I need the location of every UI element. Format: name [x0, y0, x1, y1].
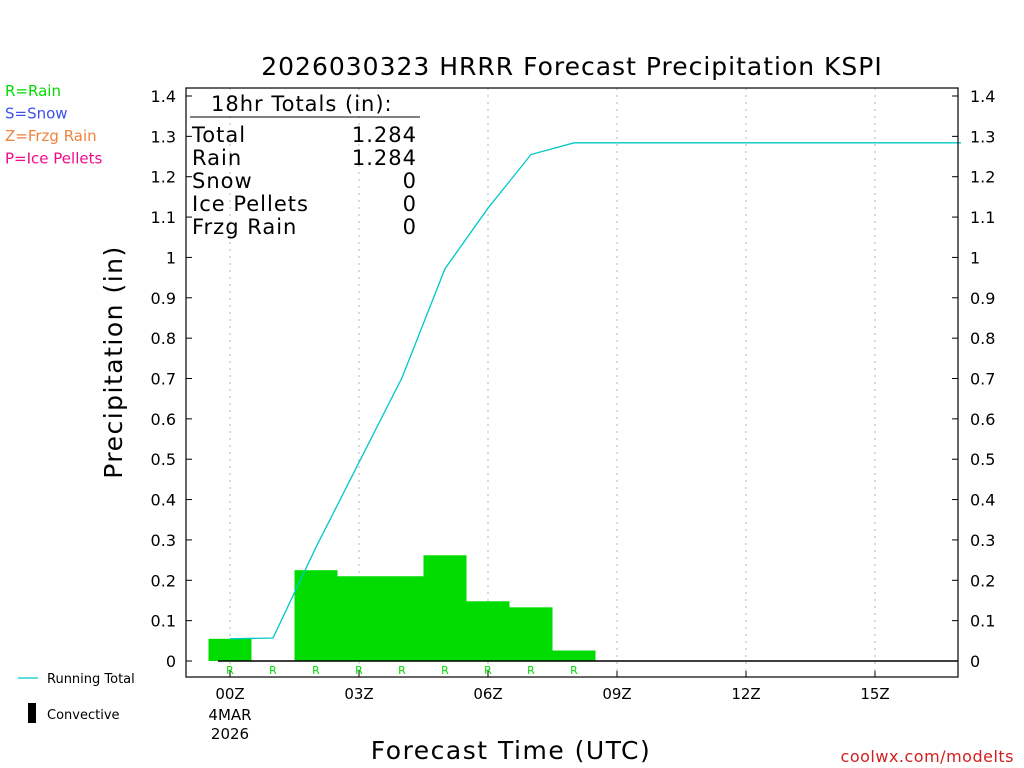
- totals-row-value: 1.284: [352, 146, 417, 170]
- type-code-label: R: [269, 664, 277, 677]
- totals-heading: 18hr Totals (in):: [211, 92, 393, 116]
- y-tick-label-right: 1.3: [970, 127, 995, 146]
- x-tick-label: 09Z: [602, 685, 631, 703]
- type-code-label: R: [441, 664, 449, 677]
- y-tick-label-left: 0.1: [151, 612, 176, 631]
- convective-legend-swatch: [28, 703, 36, 723]
- totals-row-label: Total: [191, 123, 246, 147]
- y-tick-label-left: 1.3: [151, 127, 176, 146]
- x-tick-label: 12Z: [731, 685, 760, 703]
- precip-bar: [380, 576, 424, 661]
- plot-frame: [185, 87, 959, 678]
- type-code-label: R: [398, 664, 406, 677]
- totals-row-value: 0: [403, 215, 417, 239]
- y-tick-label-left: 0.2: [151, 571, 176, 590]
- precip-bar: [337, 576, 381, 661]
- totals-row-label: Ice Pellets: [192, 192, 309, 216]
- precip-bar: [423, 555, 467, 661]
- x-axis-label: Forecast Time (UTC): [371, 736, 651, 765]
- type-code-label: R: [226, 664, 234, 677]
- y-tick-label-right: 0.1: [970, 612, 995, 631]
- y-tick-label-left: 0.9: [151, 289, 176, 308]
- y-tick-label-left: 1.4: [151, 87, 176, 106]
- running-total-line: [229, 142, 961, 640]
- running-total-legend-label: Running Total: [47, 672, 135, 687]
- y-tick-label-left: 1.1: [151, 208, 176, 227]
- type-code-label: R: [527, 664, 535, 677]
- totals-row-value: 0: [403, 192, 417, 216]
- type-legend-item: R=Rain: [5, 82, 61, 100]
- x-tick-year: 2026: [211, 725, 249, 743]
- x-tick-label: 15Z: [860, 685, 889, 703]
- y-tick-label-right: 0.2: [970, 571, 995, 590]
- totals-row-label: Frzg Rain: [192, 215, 297, 239]
- totals-row-label: Rain: [192, 146, 242, 170]
- y-tick-label-right: 0.5: [970, 450, 995, 469]
- precip-bar: [552, 650, 596, 661]
- totals-row-label: Snow: [192, 169, 253, 193]
- credit-text: coolwx.com/modelts: [841, 747, 1014, 766]
- y-tick-label-left: 0.8: [151, 329, 176, 348]
- precip-bar: [466, 601, 510, 661]
- x-tick-label: 03Z: [344, 685, 373, 703]
- y-tick-label-right: 0.4: [970, 491, 995, 510]
- y-tick-label-right: 1: [970, 248, 980, 267]
- y-tick-label-right: 0.7: [970, 370, 995, 389]
- y-tick-label-right: 0.8: [970, 329, 995, 348]
- type-code-label: R: [355, 664, 363, 677]
- y-tick-label-left: 1: [166, 248, 176, 267]
- x-tick-label: 06Z: [473, 685, 502, 703]
- precip-bar: [509, 607, 553, 661]
- y-tick-label-left: 0.4: [151, 491, 176, 510]
- y-tick-label-right: 0.9: [970, 289, 995, 308]
- y-axis-label: Precipitation (in): [99, 245, 128, 479]
- y-tick-label-left: 0.6: [151, 410, 176, 429]
- type-legend-item: P=Ice Pellets: [5, 150, 102, 168]
- y-tick-label-right: 0.6: [970, 410, 995, 429]
- y-tick-label-right: 0.3: [970, 531, 995, 550]
- y-tick-label-right: 1.2: [970, 168, 995, 187]
- y-tick-label-left: 0.3: [151, 531, 176, 550]
- precip-bar: [294, 570, 338, 661]
- convective-legend-label: Convective: [47, 708, 120, 723]
- x-tick-label: 00Z: [215, 685, 244, 703]
- y-tick-label-left: 0.5: [151, 450, 176, 469]
- y-tick-label-left: 0.7: [151, 370, 176, 389]
- type-legend-item: Z=Frzg Rain: [5, 127, 97, 145]
- type-legend-item: S=Snow: [5, 105, 68, 123]
- y-tick-label-right: 1.4: [970, 87, 995, 106]
- y-tick-label-left: 1.2: [151, 168, 176, 187]
- y-tick-label-left: 0: [166, 652, 176, 671]
- x-tick-date: 4MAR: [208, 706, 251, 724]
- y-tick-label-right: 0: [970, 652, 980, 671]
- precip-bar: [208, 638, 252, 661]
- y-tick-label-right: 1.1: [970, 208, 995, 227]
- type-code-label: R: [484, 664, 492, 677]
- chart-title: 2026030323 HRRR Forecast Precipitation K…: [261, 52, 883, 81]
- totals-row-value: 0: [403, 169, 417, 193]
- totals-row-value: 1.284: [352, 123, 417, 147]
- type-code-label: R: [570, 664, 578, 677]
- type-code-label: R: [312, 664, 320, 677]
